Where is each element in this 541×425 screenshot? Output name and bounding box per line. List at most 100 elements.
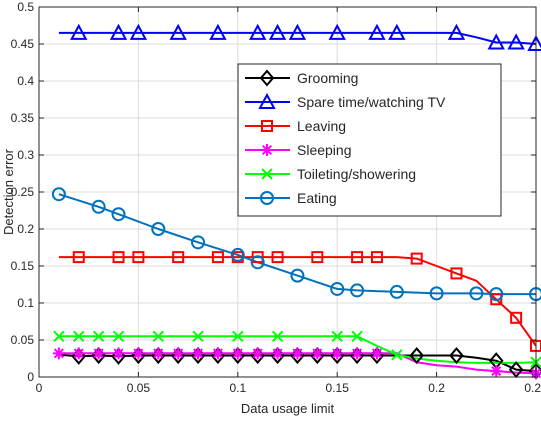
data-point-sleeping [311, 347, 324, 360]
x-tick-label: 0.1 [229, 381, 246, 395]
data-point-spare-time-watching-tv [368, 23, 386, 40]
data-point-leaving [510, 311, 523, 324]
data-point-toileting-showering [73, 330, 85, 343]
data-point-sleeping [370, 347, 383, 360]
data-point-sleeping [92, 347, 105, 360]
data-point-leaving [271, 251, 284, 264]
x-axis-ticks: 0 0.05 0.1 0.15 0.2 0.25 [36, 7, 541, 395]
data-point-spare-time-watching-tv [169, 23, 187, 40]
data-point-toileting-showering [271, 330, 284, 343]
data-point-sleeping [152, 347, 165, 360]
data-point-grooming [409, 347, 425, 365]
data-point-spare-time-watching-tv [109, 23, 128, 40]
data-point-leaving [172, 251, 185, 264]
data-point-toileting-showering [351, 330, 363, 343]
x-tick-label: 0.05 [127, 381, 151, 395]
data-point-eating [111, 207, 126, 222]
data-point-spare-time-watching-tv [447, 23, 466, 40]
data-point-sleeping [271, 347, 284, 360]
data-point-leaving [410, 252, 423, 265]
series-markers [51, 23, 541, 380]
data-point-leaving [311, 251, 324, 264]
data-point-eating [191, 235, 206, 250]
legend-label-grooming: Grooming [297, 70, 358, 86]
x-tick-label: 0 [36, 381, 43, 395]
data-point-eating [250, 255, 265, 270]
data-point-eating [230, 247, 245, 262]
y-tick-label: 0.5 [17, 0, 34, 14]
y-tick-label: 0.2 [17, 222, 34, 236]
data-point-toileting-showering [92, 330, 105, 343]
x-tick-label: 0.15 [326, 381, 350, 395]
data-point-eating [151, 222, 166, 236]
x-tick-label: 0.2 [428, 381, 445, 395]
legend-box [237, 63, 502, 217]
y-tick-label: 0.05 [11, 333, 35, 347]
legend-marker-sleeping [261, 144, 273, 156]
data-point-toileting-showering [331, 330, 343, 343]
data-point-eating [51, 187, 66, 202]
data-point-sleeping [351, 347, 364, 360]
series-line-leaving [58, 256, 537, 347]
legend-marker-grooming [259, 69, 275, 87]
y-axis-label: Detection error [1, 148, 16, 235]
y-axis-ticks: 0 0.05 0.1 0.15 0.2 0.25 0.3 0.35 0.4 0.45 0.5 [11, 0, 536, 384]
data-point-leaving [450, 267, 463, 280]
legend-label-toileting-showering: Toileting/showering [297, 166, 416, 182]
data-point-eating [469, 286, 484, 301]
legend-label-eating: Eating [297, 190, 337, 206]
data-point-sleeping [490, 365, 503, 378]
data-point-leaving [112, 251, 125, 264]
data-point-leaving [251, 251, 264, 264]
y-tick-label: 0 [27, 370, 34, 384]
data-point-leaving [370, 251, 383, 264]
data-point-leaving [351, 251, 364, 264]
y-tick-label: 0.4 [17, 74, 34, 88]
data-point-leaving [132, 251, 145, 264]
y-tick-label: 0.3 [17, 148, 34, 162]
data-point-eating [389, 284, 404, 299]
series-line-eating [58, 193, 536, 296]
data-point-sleeping [192, 347, 205, 360]
data-point-toileting-showering [112, 330, 125, 343]
data-point-eating [290, 268, 305, 283]
data-point-sleeping [172, 347, 185, 360]
data-point-spare-time-watching-tv [70, 23, 88, 40]
x-tick-label: 0.25 [524, 381, 541, 395]
legend-label-sleeping: Sleeping [297, 142, 352, 158]
data-point-spare-time-watching-tv [507, 33, 525, 50]
data-point-eating [429, 286, 444, 301]
legend-marker-eating [260, 191, 274, 205]
legend-label-spare-time-watching-tv: Spare time/watching TV [297, 94, 446, 110]
data-point-eating [350, 283, 365, 298]
legend-marker-spare-time-watching-tv [258, 92, 276, 109]
data-point-toileting-showering [391, 349, 403, 361]
series-line-spare-time-watching-tv [58, 31, 537, 45]
legend-marker-leaving [261, 120, 273, 132]
data-point-toileting-showering [232, 330, 244, 343]
data-point-eating [489, 287, 504, 302]
legend-label-leaving: Leaving [297, 118, 346, 134]
y-tick-label: 0.15 [11, 259, 35, 273]
data-point-spare-time-watching-tv [268, 23, 287, 40]
data-point-leaving [490, 293, 503, 306]
y-tick-label: 0.1 [17, 296, 34, 310]
data-point-toileting-showering [192, 330, 204, 343]
data-point-grooming [449, 347, 464, 365]
data-point-spare-time-watching-tv [129, 23, 148, 40]
y-tick-label: 0.25 [11, 185, 35, 199]
data-point-toileting-showering [53, 330, 65, 343]
data-point-sleeping [112, 347, 125, 360]
data-point-spare-time-watching-tv [388, 23, 406, 40]
y-tick-label: 0.35 [11, 111, 35, 125]
data-point-spare-time-watching-tv [328, 23, 346, 40]
data-point-spare-time-watching-tv [209, 23, 227, 40]
data-point-spare-time-watching-tv [487, 33, 505, 50]
data-point-sleeping [211, 347, 224, 360]
data-point-sleeping [251, 347, 264, 360]
data-point-sleeping [72, 347, 85, 360]
data-point-leaving [211, 251, 224, 264]
legend: Grooming Spare time/watching TV Leaving Sle… [237, 63, 502, 217]
y-tick-label: 0.45 [11, 37, 35, 51]
